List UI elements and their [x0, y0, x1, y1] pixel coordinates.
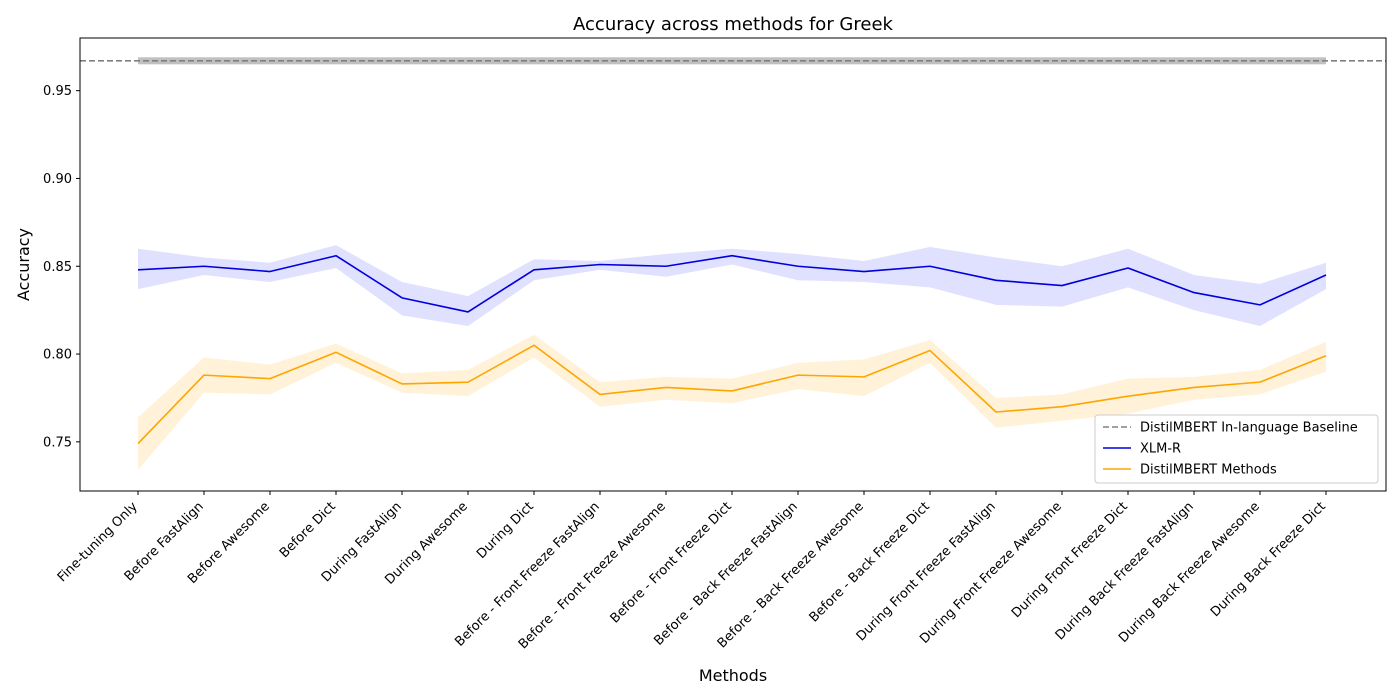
y-axis-ticks: 0.75 0.80 0.85 0.90 0.95	[43, 84, 80, 450]
y-tick-label: 0.80	[43, 348, 72, 363]
line-series-0	[137, 254, 1327, 313]
y-tick-label: 0.75	[43, 435, 72, 450]
legend-label: XLM-R	[1140, 442, 1181, 457]
y-tick-label: 0.90	[43, 172, 72, 187]
band-series-1	[138, 334, 1326, 470]
x-tick-label: During Back Freeze Dict	[1208, 499, 1329, 620]
series-lines	[80, 60, 1386, 445]
y-axis-label: Accuracy	[14, 228, 33, 301]
x-tick-label: During Back Freeze FastAlign	[1053, 499, 1197, 643]
legend-label: DistilMBERT In-language Baseline	[1140, 421, 1358, 436]
x-tick-label: Before - Back Freeze FastAlign	[651, 499, 800, 648]
legend-box	[1094, 414, 1379, 484]
x-tick-label: Before - Back Freeze Awesome	[715, 499, 867, 651]
x-tick-label: Before - Back Freeze Dict	[807, 499, 933, 625]
x-tick-label: During Front Freeze Dict	[1009, 499, 1131, 621]
chart-title: Accuracy across methods for Greek	[573, 14, 894, 35]
line-series-1	[137, 344, 1327, 445]
y-tick-label: 0.85	[43, 260, 72, 275]
x-tick-label: During Dict	[474, 499, 537, 562]
legend: DistilMBERT In-language Baseline XLM-R Dis…	[1094, 414, 1379, 484]
plot-frame	[79, 37, 1387, 492]
band-series-0	[138, 245, 1326, 326]
x-tick-label: Before - Front Freeze FastAlign	[452, 499, 602, 649]
x-tick-label: During Front Freeze Awesome	[917, 499, 1065, 647]
x-axis-label: Methods	[699, 666, 767, 685]
legend-label: DistilMBERT Methods	[1140, 463, 1277, 478]
x-tick-label: During Front Freeze FastAlign	[854, 499, 999, 644]
x-tick-label: Before - Front Freeze Dict	[608, 499, 735, 626]
y-tick-label: 0.95	[43, 84, 72, 99]
confidence-bands	[138, 57, 1326, 470]
x-tick-label: Before Dict	[277, 499, 339, 561]
x-tick-label: Before - Front Freeze Awesome	[516, 499, 669, 652]
x-tick-label: During Back Freeze Awesome	[1116, 499, 1263, 646]
